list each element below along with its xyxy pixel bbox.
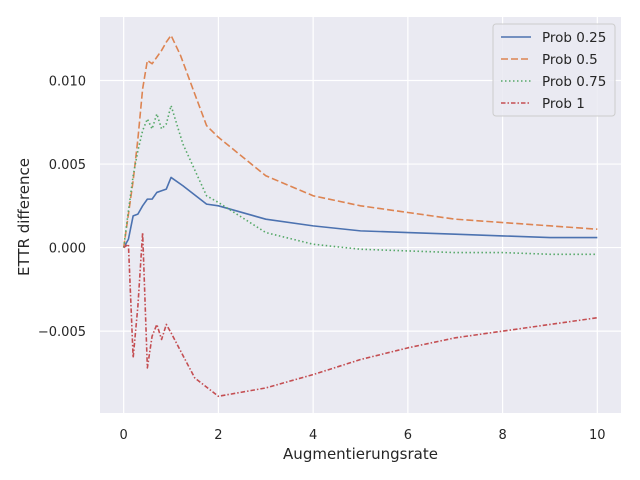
y-tick-label: 0.005 xyxy=(49,158,86,173)
series-lines xyxy=(122,34,598,398)
x-axis-label: Augmentierungsrate xyxy=(283,445,438,463)
series-line-1 xyxy=(122,176,598,248)
y-axis-ticks: −0.005 0.000 0.005 0.010 xyxy=(38,74,86,340)
legend: Prob 0.25 Prob 0.5 Prob 0.75 Prob 1 xyxy=(492,23,616,117)
series-line-2 xyxy=(122,34,598,248)
y-tick-label: −0.005 xyxy=(38,325,86,340)
x-axis-ticks: 0 2 4 6 8 10 xyxy=(120,428,606,443)
x-tick-label: 10 xyxy=(589,428,606,443)
x-tick-label: 6 xyxy=(404,428,412,443)
legend-label: Prob 0.75 xyxy=(542,74,606,90)
series-line-4 xyxy=(123,231,598,398)
y-axis-label: ETTR difference xyxy=(15,158,33,276)
legend-label: Prob 0.25 xyxy=(542,30,606,46)
x-tick-label: 0 xyxy=(120,428,128,443)
x-tick-label: 2 xyxy=(214,428,222,443)
legend-label: Prob 0.5 xyxy=(542,52,598,68)
x-tick-label: 8 xyxy=(498,428,506,443)
x-tick-label: 4 xyxy=(309,428,317,443)
legend-label: Prob 1 xyxy=(542,96,585,112)
y-tick-label: 0.010 xyxy=(49,74,86,89)
y-tick-label: 0.000 xyxy=(49,242,86,257)
series-line-3 xyxy=(122,104,598,256)
legend-box xyxy=(492,23,616,117)
